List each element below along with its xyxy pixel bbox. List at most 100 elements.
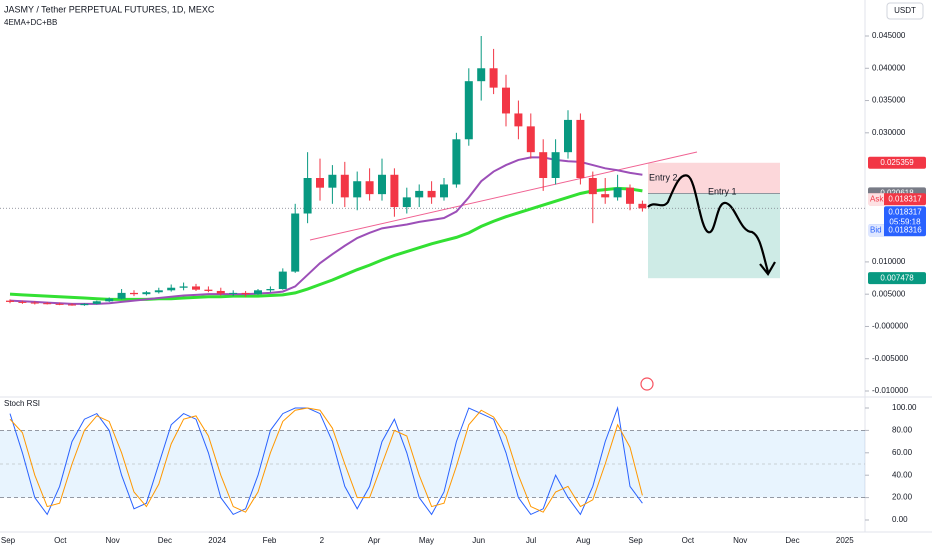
indicator-name: 4EMA+DC+BB	[4, 18, 57, 27]
y-tick-label: 0.005000	[872, 289, 906, 298]
candle-body	[626, 187, 634, 204]
x-tick-label: Aug	[576, 536, 590, 545]
candle-body	[266, 289, 275, 291]
candle-body	[427, 190, 436, 198]
candle-body	[514, 113, 523, 127]
price-tag	[868, 156, 926, 169]
tag-box	[868, 193, 884, 206]
stop-zone	[648, 162, 780, 194]
x-tick-label: Oct	[682, 536, 695, 545]
x-tick-label: Feb	[263, 536, 277, 545]
y-tick-label: -0.005000	[872, 354, 909, 363]
candle-body	[130, 292, 138, 295]
candle-body	[638, 203, 647, 209]
candle-body	[254, 290, 262, 295]
candle-body	[142, 292, 151, 295]
candle-body	[278, 271, 287, 290]
x-tick-label: Sep	[628, 536, 643, 545]
candle-body	[613, 187, 622, 198]
moving-average	[9, 186, 643, 301]
price-tag-label: 0.018316	[888, 225, 922, 234]
candle-body	[588, 178, 597, 195]
currency-label[interactable]: USDT	[894, 6, 916, 15]
candle-body	[539, 152, 548, 178]
x-tick-label: Nov	[733, 536, 747, 545]
oscillator-line	[9, 406, 643, 516]
candle-body	[440, 184, 448, 198]
price-tag-label: 0.020618	[880, 188, 914, 197]
y-tick-label: 20.00	[892, 493, 913, 502]
y-tick-label: 0.00	[892, 515, 908, 524]
moving-average	[9, 156, 643, 305]
y-tick-label: 100.00	[892, 403, 917, 412]
candle-body	[43, 303, 52, 305]
candle-body	[316, 178, 324, 188]
target-zone	[648, 193, 780, 279]
x-tick-label: Jun	[472, 536, 485, 545]
candle-body	[576, 119, 585, 178]
y-tick-label: 0.030000	[872, 128, 906, 137]
x-tick-label: Oct	[54, 536, 67, 545]
y-tick-label: 80.00	[892, 426, 913, 435]
x-tick-label: Sep	[1, 536, 16, 545]
candle-body	[601, 194, 610, 198]
candle-body	[477, 68, 486, 82]
candle-body	[229, 292, 238, 294]
x-tick-label: Dec	[158, 536, 172, 545]
candle-body	[216, 290, 225, 294]
countdown: 05:59:18	[889, 217, 921, 226]
trendline	[309, 151, 698, 241]
oscillator-title: Stoch RSI	[4, 399, 40, 408]
candle-body	[390, 174, 399, 208]
y-tick-label: 0.045000	[872, 31, 906, 40]
event-icon	[640, 377, 654, 391]
y-tick-label: 0.035000	[872, 96, 906, 105]
x-tick-label: 2025	[836, 536, 854, 545]
candle-body	[241, 292, 250, 295]
oscillator-line	[9, 407, 643, 513]
tag-label: Bid	[870, 225, 882, 234]
candle-body	[303, 178, 312, 214]
candle-body	[6, 300, 14, 302]
price-tag-label: 0.018317	[888, 194, 922, 203]
candle-body	[353, 181, 362, 198]
y-tick-label: -0.010000	[872, 386, 909, 395]
candle-body	[55, 303, 64, 305]
price-tag-label: 0.007478	[880, 273, 914, 282]
candle-body	[154, 290, 163, 293]
candle-body	[489, 68, 498, 88]
candle-body	[117, 292, 126, 299]
candle-body	[80, 303, 89, 306]
x-tick-label: Apr	[368, 536, 381, 545]
price-tag-label: 0.025359	[880, 158, 914, 167]
candle-body	[167, 287, 176, 291]
y-tick-label: 40.00	[892, 470, 913, 479]
candle-body	[365, 181, 374, 195]
price-tag	[868, 272, 926, 285]
candle-body	[402, 197, 411, 208]
candle-body	[340, 174, 349, 198]
x-tick-label: 2024	[208, 536, 226, 545]
candle-body	[192, 286, 200, 290]
price-tag	[884, 206, 926, 229]
x-tick-label: Dec	[785, 536, 799, 545]
candle-body	[105, 298, 114, 302]
candle-body	[526, 126, 535, 153]
candle-body	[30, 302, 39, 304]
chart-title: JASMY / Tether PERPETUAL FUTURES, 1D, ME…	[4, 4, 215, 14]
y-tick-label: 0.010000	[872, 257, 906, 266]
x-tick-label: May	[419, 536, 434, 545]
candle-body	[415, 190, 424, 198]
y-tick-label: 0.040000	[872, 63, 906, 72]
candle-body	[564, 119, 572, 153]
candle-body	[502, 87, 510, 114]
entry-label: Entry 2	[649, 173, 678, 183]
candle-body	[464, 81, 473, 140]
candle-body	[551, 152, 560, 178]
price-tag-label: 0.018317	[888, 207, 922, 216]
currency-button[interactable]	[886, 2, 924, 20]
candle-body	[291, 213, 300, 272]
x-tick-label: Nov	[105, 536, 119, 545]
candle-body	[378, 174, 386, 195]
